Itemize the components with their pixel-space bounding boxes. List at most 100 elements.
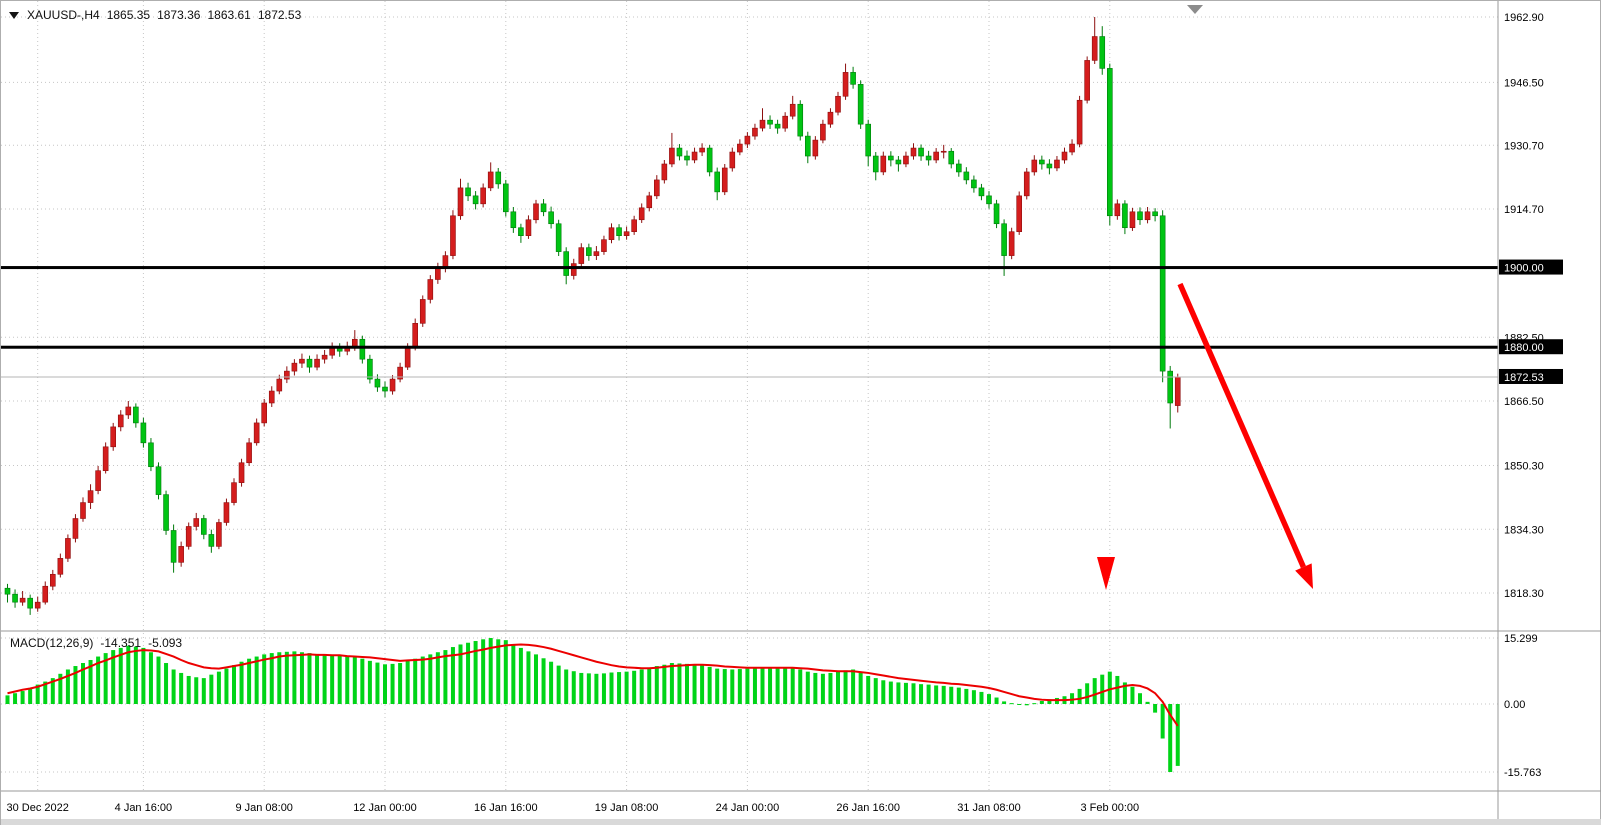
candle-body bbox=[238, 462, 245, 483]
macd-axis-label: 15.299 bbox=[1504, 633, 1538, 645]
candle-body bbox=[1031, 159, 1038, 173]
macd-histogram-bar bbox=[511, 644, 516, 704]
candle-body bbox=[1046, 163, 1053, 169]
macd-name: MACD(12,26,9) bbox=[10, 636, 94, 650]
candle-body bbox=[435, 267, 441, 280]
candle-body bbox=[502, 183, 509, 213]
candle-body bbox=[850, 72, 856, 85]
macd-histogram-bar bbox=[209, 674, 214, 704]
price-axis-label: 1866.50 bbox=[1504, 396, 1544, 408]
trend-arrow-line[interactable] bbox=[1177, 282, 1306, 569]
ohlc-low-value: 1863.61 bbox=[207, 8, 251, 22]
candle-body bbox=[918, 147, 924, 157]
macd-histogram-bar bbox=[1160, 704, 1165, 739]
candle-body bbox=[631, 219, 637, 233]
macd-histogram-bar bbox=[677, 663, 682, 704]
macd-histogram-bar bbox=[247, 658, 252, 704]
candle-body bbox=[231, 482, 237, 503]
time-axis-label: 26 Jan 16:00 bbox=[836, 802, 900, 814]
macd-histogram-bar bbox=[669, 663, 674, 704]
macd-histogram-bar bbox=[315, 653, 320, 704]
macd-histogram-bar bbox=[896, 682, 901, 704]
candle-body bbox=[782, 115, 788, 129]
price-level-tag bbox=[1499, 339, 1563, 355]
candle-body bbox=[737, 143, 743, 153]
macd-histogram-bar bbox=[13, 693, 18, 704]
candle-body bbox=[895, 159, 902, 165]
macd-histogram-bar bbox=[466, 642, 471, 704]
chart-shift-marker[interactable] bbox=[1187, 5, 1203, 14]
macd-histogram-bar bbox=[201, 678, 206, 704]
candle-body bbox=[744, 135, 751, 145]
macd-histogram-bar bbox=[126, 645, 131, 704]
candle-body bbox=[367, 358, 373, 380]
macd-histogram-bar bbox=[103, 653, 108, 704]
candle-body bbox=[533, 203, 539, 221]
candle-body bbox=[268, 390, 275, 404]
candle-body bbox=[397, 366, 403, 380]
candle-body bbox=[608, 227, 615, 240]
candle-body bbox=[140, 422, 147, 444]
macd-axis-label: 0.00 bbox=[1504, 699, 1525, 711]
candle-body bbox=[963, 171, 970, 181]
macd-histogram-bar bbox=[949, 686, 954, 704]
candle-body bbox=[933, 151, 939, 161]
candle-body bbox=[518, 227, 524, 236]
macd-histogram-bar bbox=[390, 663, 395, 704]
candle-body bbox=[774, 123, 781, 129]
candle-body bbox=[87, 490, 94, 503]
macd-histogram-bar bbox=[617, 672, 622, 704]
candle-body bbox=[178, 546, 184, 563]
macd-histogram-bar bbox=[534, 654, 538, 704]
price-level-tag-label: 1880.00 bbox=[1504, 342, 1544, 354]
candle-body bbox=[669, 147, 675, 165]
macd-histogram-bar bbox=[987, 694, 991, 704]
candle-body bbox=[978, 187, 985, 197]
macd-histogram-bar bbox=[737, 669, 742, 704]
candle-body bbox=[1099, 36, 1106, 69]
candle-body bbox=[563, 251, 570, 276]
candle-body bbox=[208, 534, 215, 547]
macd-histogram-bar bbox=[81, 663, 85, 704]
macd-histogram-bar bbox=[730, 669, 735, 704]
macd-histogram-bar bbox=[496, 639, 501, 704]
candle-body bbox=[623, 231, 630, 236]
candle-body bbox=[412, 323, 419, 348]
macd-histogram-bar bbox=[851, 669, 856, 704]
price-level-tag bbox=[1499, 259, 1563, 275]
time-axis-label: 9 Jan 08:00 bbox=[235, 802, 293, 814]
candle-body bbox=[19, 597, 26, 603]
macd-histogram-bar bbox=[692, 664, 697, 704]
symbol-dropdown-icon[interactable] bbox=[8, 9, 20, 21]
candle-body bbox=[888, 155, 894, 161]
trend-arrow-head[interactable] bbox=[1295, 563, 1313, 589]
macd-histogram-bar bbox=[28, 688, 33, 704]
macd-histogram-bar bbox=[571, 671, 576, 704]
support-line-1880[interactable] bbox=[1, 345, 1498, 349]
macd-histogram-bar bbox=[541, 658, 546, 704]
macd-histogram-bar bbox=[398, 663, 403, 704]
resistance-line-1900[interactable] bbox=[1, 266, 1498, 270]
macd-histogram-bar bbox=[428, 654, 433, 704]
macd-histogram-bar bbox=[413, 658, 418, 704]
candle-body bbox=[291, 362, 298, 372]
candle-body bbox=[714, 171, 721, 193]
candle-body bbox=[306, 358, 313, 368]
candle-body bbox=[842, 72, 849, 97]
candle-body bbox=[442, 255, 449, 268]
candle-body bbox=[321, 354, 328, 360]
candle-body bbox=[880, 155, 887, 173]
candle-body bbox=[955, 163, 962, 173]
candle-body bbox=[382, 386, 388, 392]
macd-signal-value: -5.093 bbox=[148, 636, 183, 650]
candle-body bbox=[721, 167, 728, 193]
macd-signal-line bbox=[7, 643, 1179, 727]
candle-body bbox=[1076, 99, 1083, 145]
candle-body bbox=[253, 422, 260, 444]
macd-histogram-bar bbox=[58, 673, 63, 704]
macd-histogram-bar bbox=[5, 695, 10, 704]
sell-arrow-marker[interactable] bbox=[1097, 557, 1115, 590]
candle-body bbox=[925, 155, 932, 161]
